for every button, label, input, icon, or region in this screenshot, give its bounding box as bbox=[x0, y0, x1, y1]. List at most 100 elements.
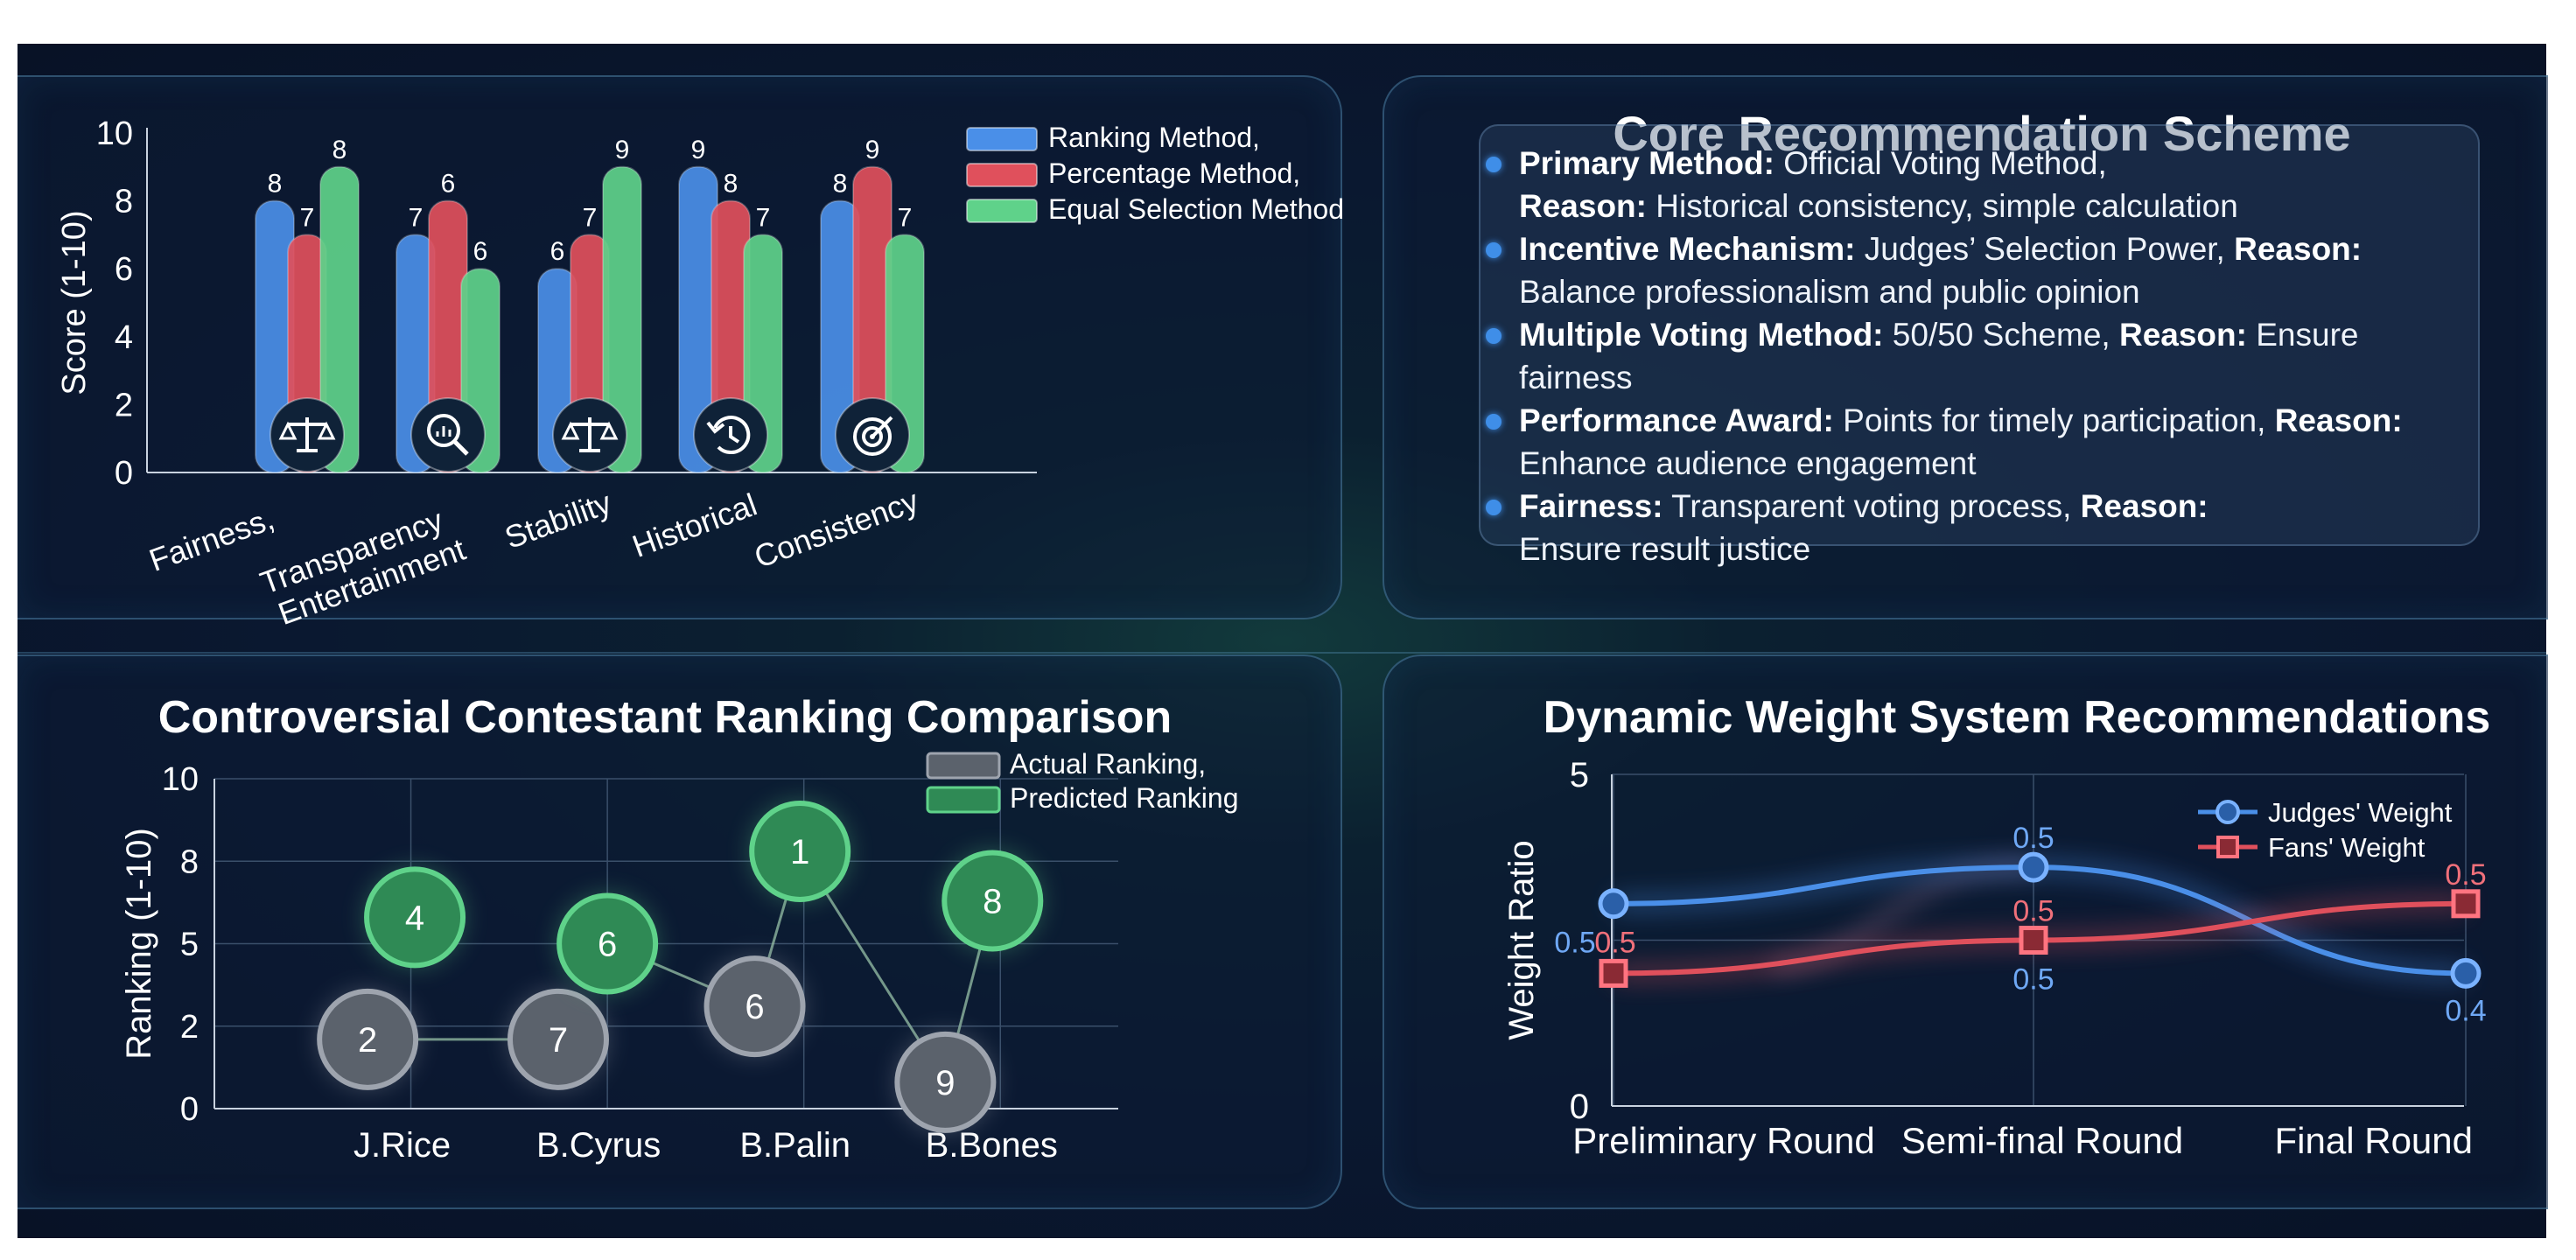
scheme-title: Core Recommendation Scheme bbox=[1613, 106, 2351, 161]
weight-line-chart: 5 0 Weight Ratio Preliminary Round Semi-fina… bbox=[1502, 756, 2487, 1161]
scheme-item-reason-head: Reason: bbox=[2234, 231, 2362, 267]
bubble-label: 2 bbox=[358, 1021, 377, 1060]
legend-label: Actual Ranking, bbox=[1010, 748, 1206, 780]
weight-system-panel bbox=[1382, 654, 2548, 1209]
icon-stroke bbox=[317, 421, 336, 440]
bar-data-label: 8 bbox=[833, 170, 848, 199]
bar bbox=[602, 165, 642, 474]
bubble-label: 7 bbox=[549, 1021, 568, 1060]
weight-chart-title: Dynamic Weight System Recommendations bbox=[1543, 692, 2491, 743]
bar-data-label: 8 bbox=[268, 170, 283, 199]
scheme-item-incentive: Incentive Mechanism: Judges’ Selection P… bbox=[1486, 228, 2464, 313]
x-tick-label: Semi-final Round bbox=[1901, 1120, 2183, 1161]
y-axis-label: Ranking (1-10) bbox=[120, 828, 158, 1060]
bubble-label: 6 bbox=[598, 926, 617, 964]
bubble-label: 9 bbox=[935, 1064, 955, 1102]
x-tick-label: Consistency bbox=[750, 482, 923, 575]
icon-stroke bbox=[599, 421, 619, 440]
scheme-item-primary: Primary Method: Official Voting Method, R… bbox=[1486, 142, 2464, 228]
bar-data-label: 8 bbox=[332, 136, 347, 164]
legend-label: Predicted Ranking bbox=[1010, 782, 1238, 814]
legend-marker bbox=[2216, 800, 2240, 824]
bar bbox=[319, 165, 360, 474]
y-axis-label: Score (1-10) bbox=[56, 210, 93, 395]
bar-data-label: 9 bbox=[865, 136, 880, 164]
history-icon bbox=[693, 397, 768, 472]
scheme-item-performance: Performance Award: Points for timely par… bbox=[1486, 399, 2464, 485]
bar-data-label: 8 bbox=[724, 170, 738, 199]
y-tick-label: 0 bbox=[115, 455, 133, 492]
bar-data-label: 7 bbox=[583, 203, 598, 232]
icon-stroke bbox=[729, 426, 740, 444]
scheme-item-head: Incentive Mechanism: bbox=[1519, 231, 1856, 267]
series-marker bbox=[2018, 851, 2049, 883]
point-label: 0.5 bbox=[2012, 963, 2054, 997]
y-tick-label: 6 bbox=[115, 251, 133, 288]
dashboard-frame bbox=[18, 44, 2548, 1238]
scheme-item-head: Primary Method: bbox=[1519, 145, 1774, 181]
point-label: 0.5 bbox=[1554, 927, 1595, 960]
scheme-item-body: Official Voting Method, bbox=[1774, 145, 2107, 181]
icon-stroke bbox=[706, 421, 725, 434]
scheme-item-reason-body: Balance professionalism and public opini… bbox=[1519, 274, 2140, 310]
magnify-chart-icon bbox=[410, 397, 486, 472]
divider bbox=[18, 652, 2546, 654]
series-marker bbox=[2450, 957, 2482, 989]
scales-icon bbox=[552, 397, 627, 472]
bubble bbox=[556, 892, 659, 995]
scheme-list: Primary Method: Official Voting Method, R… bbox=[1486, 142, 2464, 570]
scheme-item-reason-body: Historical consistency, simple calculati… bbox=[1646, 188, 2238, 224]
bubble bbox=[749, 800, 851, 902]
y-tick-label: 8 bbox=[115, 184, 133, 220]
ranking-comparison-panel bbox=[18, 654, 1342, 1209]
bar-data-label: 9 bbox=[615, 136, 630, 164]
bullet-icon bbox=[1486, 328, 1502, 344]
point-label: 0.5 bbox=[2012, 895, 2054, 928]
point-label: 0.4 bbox=[2445, 994, 2486, 1027]
legend-swatch bbox=[966, 127, 1038, 151]
scales-icon bbox=[270, 397, 345, 472]
bubble bbox=[507, 988, 609, 1090]
series-marker bbox=[2451, 889, 2481, 919]
icon-stroke bbox=[561, 421, 580, 440]
legend-label: Equal Selection Method bbox=[1048, 193, 1344, 225]
series-marker bbox=[2019, 926, 2048, 955]
scheme-item-reason-head: Reason: bbox=[2080, 488, 2208, 524]
y-tick-label: 10 bbox=[162, 761, 199, 798]
icon-stroke bbox=[871, 416, 893, 438]
scheme-item-head: Performance Award: bbox=[1519, 402, 1834, 438]
bar-data-label: 6 bbox=[473, 237, 488, 266]
scheme-item-body: Points for timely participation, bbox=[1833, 402, 2275, 438]
bar-data-label: 9 bbox=[691, 136, 706, 164]
scheme-item-body: 50/50 Scheme, bbox=[1883, 317, 2119, 353]
icon-stroke bbox=[713, 416, 751, 454]
series-marker bbox=[1599, 958, 1628, 988]
icon-stroke bbox=[427, 414, 460, 447]
icon-stroke bbox=[453, 440, 469, 456]
point-label: 0.5 bbox=[2445, 858, 2486, 892]
x-tick-label: Final Round bbox=[2275, 1120, 2473, 1161]
bullet-icon bbox=[1486, 500, 1502, 515]
icon-stroke bbox=[853, 417, 892, 456]
bubble-label: 4 bbox=[405, 899, 424, 937]
legend-swatch bbox=[926, 786, 1001, 814]
scheme-item-reason-head: Reason: bbox=[2118, 317, 2247, 353]
legend-swatch bbox=[966, 199, 1038, 223]
bar-data-label: 6 bbox=[550, 237, 565, 266]
ranking-chart-title: Controversial Contestant Ranking Compari… bbox=[158, 692, 1172, 743]
scheme-item-reason-body: Ensure result justice bbox=[1519, 531, 1811, 567]
point-label: 0.5 bbox=[2012, 822, 2054, 855]
y-axis-label: Weight Ratio bbox=[1502, 840, 1541, 1040]
y-tick-label: 2 bbox=[180, 1009, 199, 1046]
x-tick-label: B.Palin bbox=[739, 1126, 850, 1165]
bubble-label: 8 bbox=[983, 882, 1002, 920]
scheme-item-reason-head: Reason: bbox=[1519, 188, 1647, 224]
bubble-label: 1 bbox=[790, 833, 809, 872]
bar-data-label: 7 bbox=[300, 203, 315, 232]
scheme-item-head: Fairness: bbox=[1519, 488, 1663, 524]
scheme-item-body: Judges’ Selection Power, bbox=[1855, 231, 2235, 267]
y-tick-label: 10 bbox=[96, 116, 133, 152]
x-tick-label: J.Rice bbox=[354, 1126, 451, 1165]
